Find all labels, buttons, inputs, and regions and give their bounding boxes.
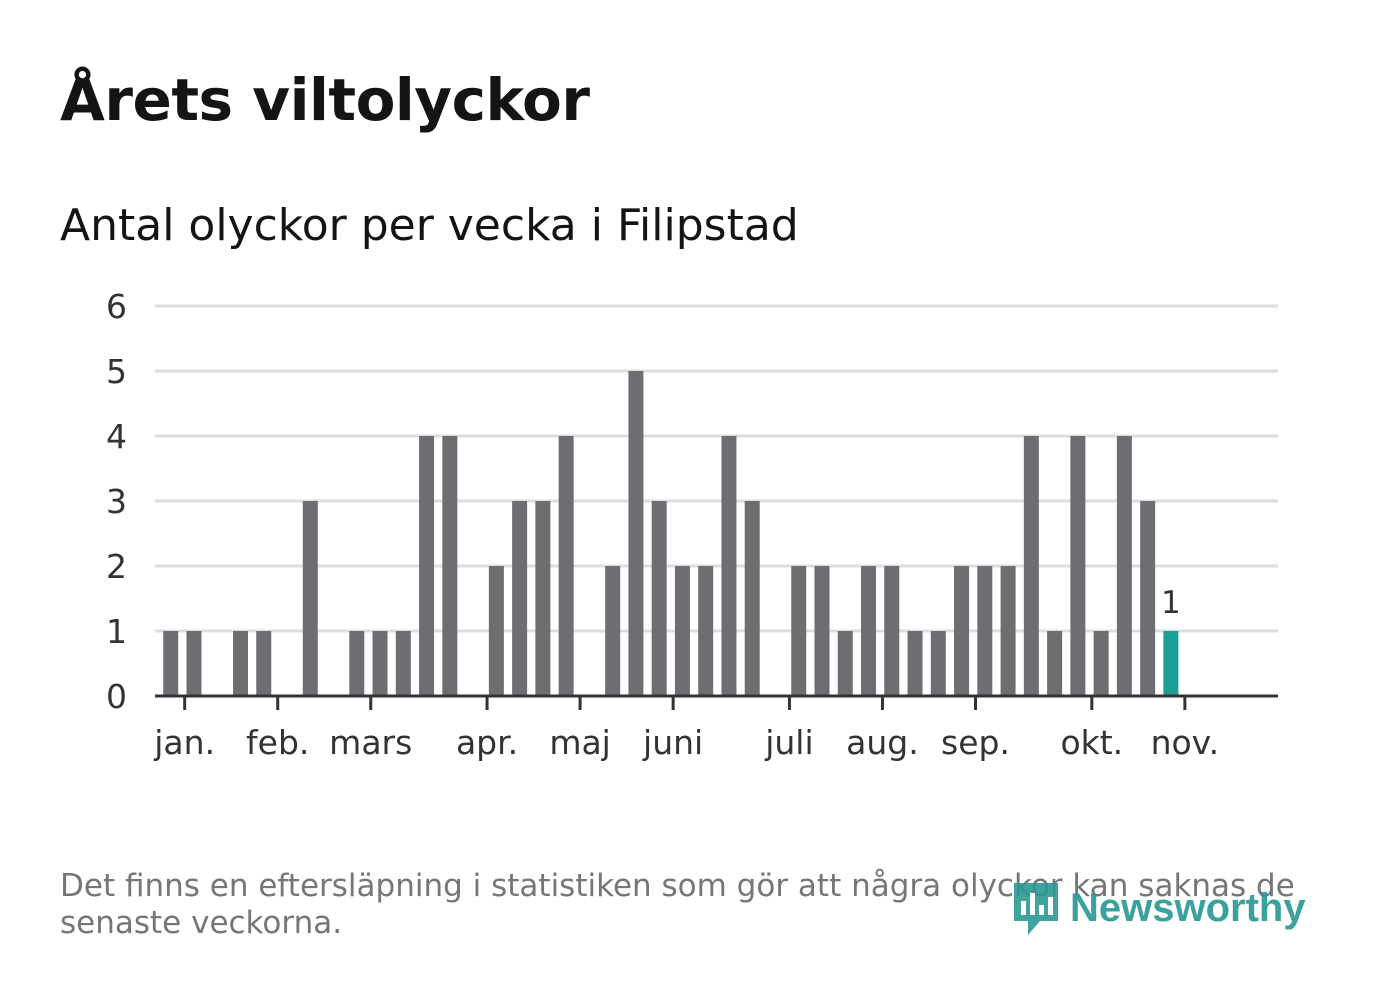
gridlines <box>155 304 1278 633</box>
x-tick-label: okt. <box>1060 723 1123 762</box>
bar <box>651 501 667 696</box>
y-tick-label: 6 <box>106 287 127 326</box>
bar <box>698 566 714 696</box>
bar <box>814 566 830 696</box>
bar <box>1140 501 1156 696</box>
bar <box>256 631 272 696</box>
bar <box>1116 436 1132 696</box>
bar <box>395 631 411 696</box>
chart-title: Årets viltolyckor <box>60 66 590 134</box>
bar <box>977 566 993 696</box>
x-tick-label: apr. <box>456 723 518 762</box>
bar <box>837 631 853 696</box>
y-tick-label: 2 <box>106 547 127 586</box>
bar <box>1000 566 1016 696</box>
bar <box>744 501 760 696</box>
bar <box>442 436 458 696</box>
bar <box>674 566 690 696</box>
bar <box>488 566 504 696</box>
footnote: Det finns en eftersläpning i statistiken… <box>60 868 1295 941</box>
bar <box>512 501 528 696</box>
bar <box>721 436 737 696</box>
x-tick-label: maj <box>549 723 611 762</box>
bar <box>233 631 248 696</box>
bar <box>302 501 318 696</box>
bar <box>907 631 923 696</box>
bar <box>628 371 644 696</box>
bar <box>163 631 179 696</box>
bar <box>930 631 946 696</box>
bar <box>1047 631 1063 696</box>
x-tick-label: nov. <box>1151 723 1220 762</box>
newsworthy-logo-icon <box>1014 883 1058 935</box>
y-tick-label: 5 <box>106 352 127 391</box>
x-tick-label: jan. <box>153 723 215 762</box>
x-tick-label: juni <box>642 723 703 762</box>
bar <box>558 436 574 696</box>
bar <box>1093 631 1109 696</box>
bar <box>186 631 202 696</box>
x-tick-label: feb. <box>246 723 309 762</box>
bar <box>349 631 365 696</box>
x-tick-label: aug. <box>846 723 919 762</box>
data-label: 1 <box>1161 585 1181 621</box>
x-tick-label: juli <box>764 723 813 762</box>
y-tick-label: 4 <box>106 417 127 456</box>
bar <box>1023 436 1039 696</box>
bar <box>1070 436 1086 696</box>
bar-highlight <box>1163 631 1179 696</box>
bar <box>791 566 807 696</box>
x-tick-label: sep. <box>941 723 1010 762</box>
x-tick-label: mars <box>329 723 412 762</box>
bar <box>861 566 877 696</box>
bar-chart: 1 0 1 2 3 4 5 6 jan. feb. mars apr. maj juni juli aug.… <box>106 287 1278 762</box>
bars: 1 <box>163 371 1181 696</box>
bar <box>419 436 435 696</box>
bar <box>884 566 900 696</box>
y-tick-label: 3 <box>106 482 127 521</box>
bar <box>372 631 388 696</box>
y-tick-label: 0 <box>106 677 127 716</box>
chart-subtitle: Antal olyckor per vecka i Filipstad <box>60 200 799 251</box>
axes: 0 1 2 3 4 5 6 jan. feb. mars apr. maj juni juli aug. se… <box>106 287 1278 762</box>
bar <box>605 566 621 696</box>
bar <box>535 501 551 696</box>
newsworthy-logo: Newsworthy <box>1010 877 1306 939</box>
bar <box>954 566 970 696</box>
y-tick-label: 1 <box>106 612 127 651</box>
logo-text: Newsworthy <box>1070 885 1306 930</box>
